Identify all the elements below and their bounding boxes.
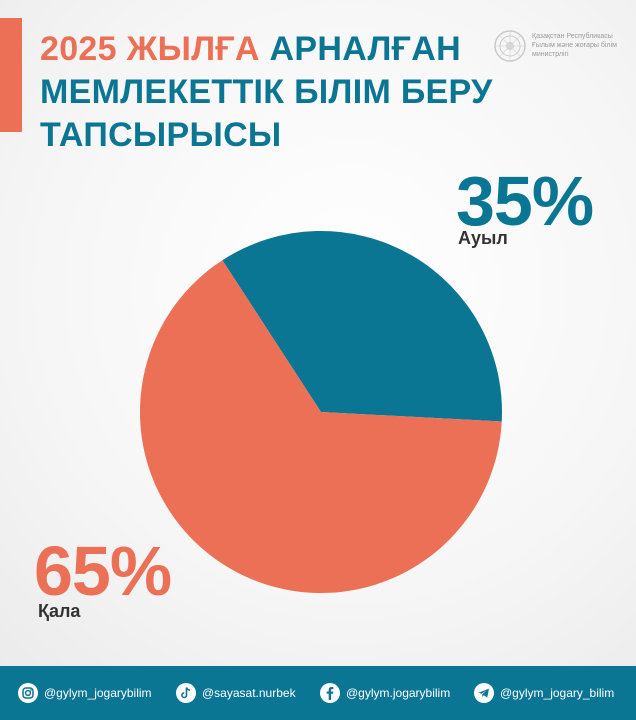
telegram-handle: @gylym_jogary_bilim: [500, 686, 615, 700]
title-part-3: ТАПСЫРЫСЫ: [40, 116, 282, 154]
page-title: 2025 ЖЫЛҒА АРНАЛҒАН МЕМЛЕКЕТТІК БІЛІМ БЕ…: [40, 28, 493, 157]
tiktok-icon: [176, 683, 196, 703]
ministry-logo: Қазақстан Республикасы Ғылым және жоғары…: [494, 30, 630, 70]
facebook-icon: [320, 683, 340, 703]
telegram-link[interactable]: @gylym_jogary_bilim: [474, 682, 614, 704]
instagram-handle: @gylym_jogarybilim: [44, 686, 152, 700]
facebook-handle: @gylym.jogarybilim: [346, 686, 451, 700]
urban-percent-label: 65%: [34, 532, 172, 610]
ministry-name: Қазақстан Республикасы Ғылым және жоғары…: [532, 33, 617, 58]
instagram-icon: [18, 683, 38, 703]
title-part-1: АРНАЛҒАН: [269, 30, 461, 68]
title-highlight: 2025 ЖЫЛҒА: [40, 30, 260, 68]
state-emblem-icon: [494, 30, 526, 62]
telegram-icon: [474, 683, 494, 703]
pie-chart: [140, 230, 502, 593]
pie-slice-rural: [222, 230, 502, 422]
tiktok-handle: @sayasat.nurbek: [202, 686, 296, 700]
rural-percent-label: 35%: [456, 162, 594, 240]
tiktok-link[interactable]: @sayasat.nurbek: [176, 682, 296, 704]
instagram-link[interactable]: @gylym_jogarybilim: [18, 682, 152, 704]
rural-label: Ауыл: [458, 228, 508, 248]
social-footer: @gylym_jogarybilim @sayasat.nurbek @gyly…: [0, 666, 636, 720]
title-part-2: МЕМЛЕКЕТТІК БІЛІМ БЕРУ: [40, 73, 493, 111]
accent-bar: [0, 18, 22, 132]
urban-label: Қала: [38, 601, 81, 621]
pie-slice-urban: [140, 260, 502, 593]
facebook-link[interactable]: @gylym.jogarybilim: [320, 682, 450, 704]
